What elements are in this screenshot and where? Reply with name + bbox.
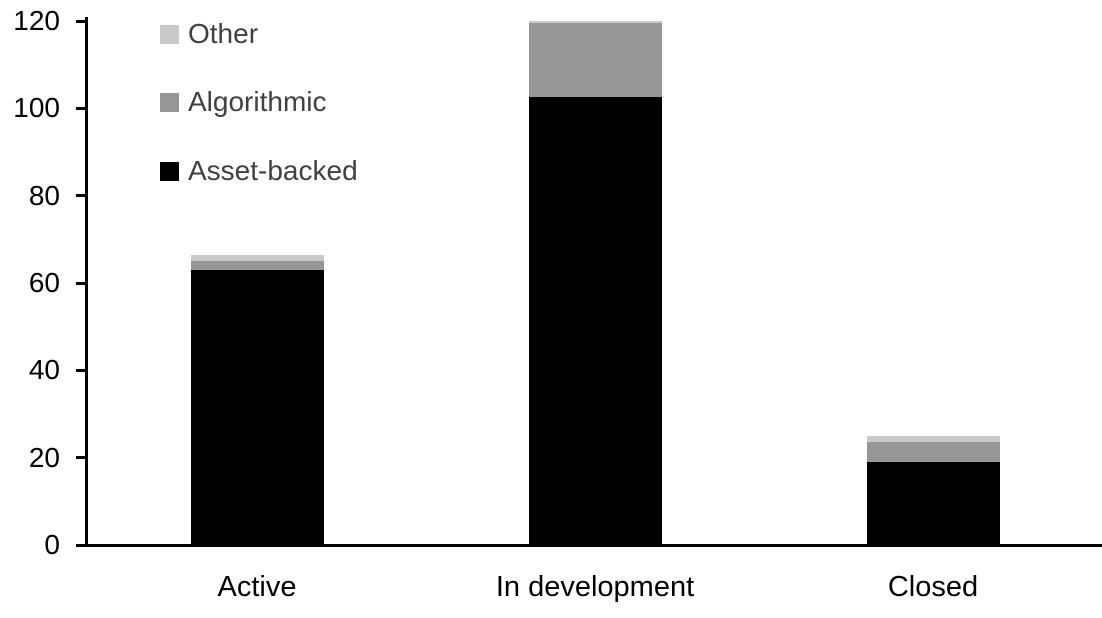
legend-item-other: Other <box>160 18 259 49</box>
bar-segment-asset-backed <box>866 462 1000 545</box>
bar-segment-other <box>866 435 1000 443</box>
x-axis-label: In development <box>495 571 695 603</box>
legend-item-algorithmic: Algorithmic <box>160 86 327 117</box>
legend-swatch-algorithmic-icon <box>160 92 179 112</box>
y-axis-tick-label: 100 <box>13 92 60 124</box>
legend-swatch-other-icon <box>160 24 179 44</box>
y-axis-tick-label: 120 <box>13 5 60 36</box>
x-axis-label: Closed <box>887 571 979 603</box>
y-axis-tick-label: 20 <box>28 441 60 473</box>
y-axis-tick <box>76 106 86 110</box>
y-axis-line <box>84 17 88 547</box>
y-axis-tick-label: 80 <box>28 179 60 211</box>
legend-item-asset-backed: Asset-backed <box>160 155 358 186</box>
y-axis-tick <box>76 368 86 372</box>
chart-legend: Other Algorithmic Asset-backed <box>160 18 460 194</box>
y-axis-tick <box>76 281 86 285</box>
bar-segment-algorithmic <box>190 261 324 270</box>
y-axis-tick-label: 40 <box>28 354 60 386</box>
y-axis-tick-label: 60 <box>28 267 60 298</box>
x-axis-line <box>76 543 1102 547</box>
bar-segment-asset-backed <box>190 269 324 545</box>
y-axis-tick <box>76 194 86 198</box>
legend-swatch-asset-backed-icon <box>160 161 179 181</box>
bar-segment-algorithmic <box>528 23 662 98</box>
y-axis-tick-label: 0 <box>44 529 60 560</box>
y-axis-tick <box>76 19 86 23</box>
legend-item-label: Other <box>188 18 259 49</box>
legend-item-label: Algorithmic <box>188 86 327 117</box>
x-axis-label: Active <box>217 571 297 603</box>
bar-segment-algorithmic <box>866 442 1000 463</box>
bar-segment-other <box>190 254 324 262</box>
y-axis-tick <box>76 456 86 460</box>
legend-item-label: Asset-backed <box>188 155 358 186</box>
bar-segment-other <box>528 21 662 24</box>
y-axis-tick <box>76 543 86 547</box>
bar-segment-asset-backed <box>528 97 662 545</box>
